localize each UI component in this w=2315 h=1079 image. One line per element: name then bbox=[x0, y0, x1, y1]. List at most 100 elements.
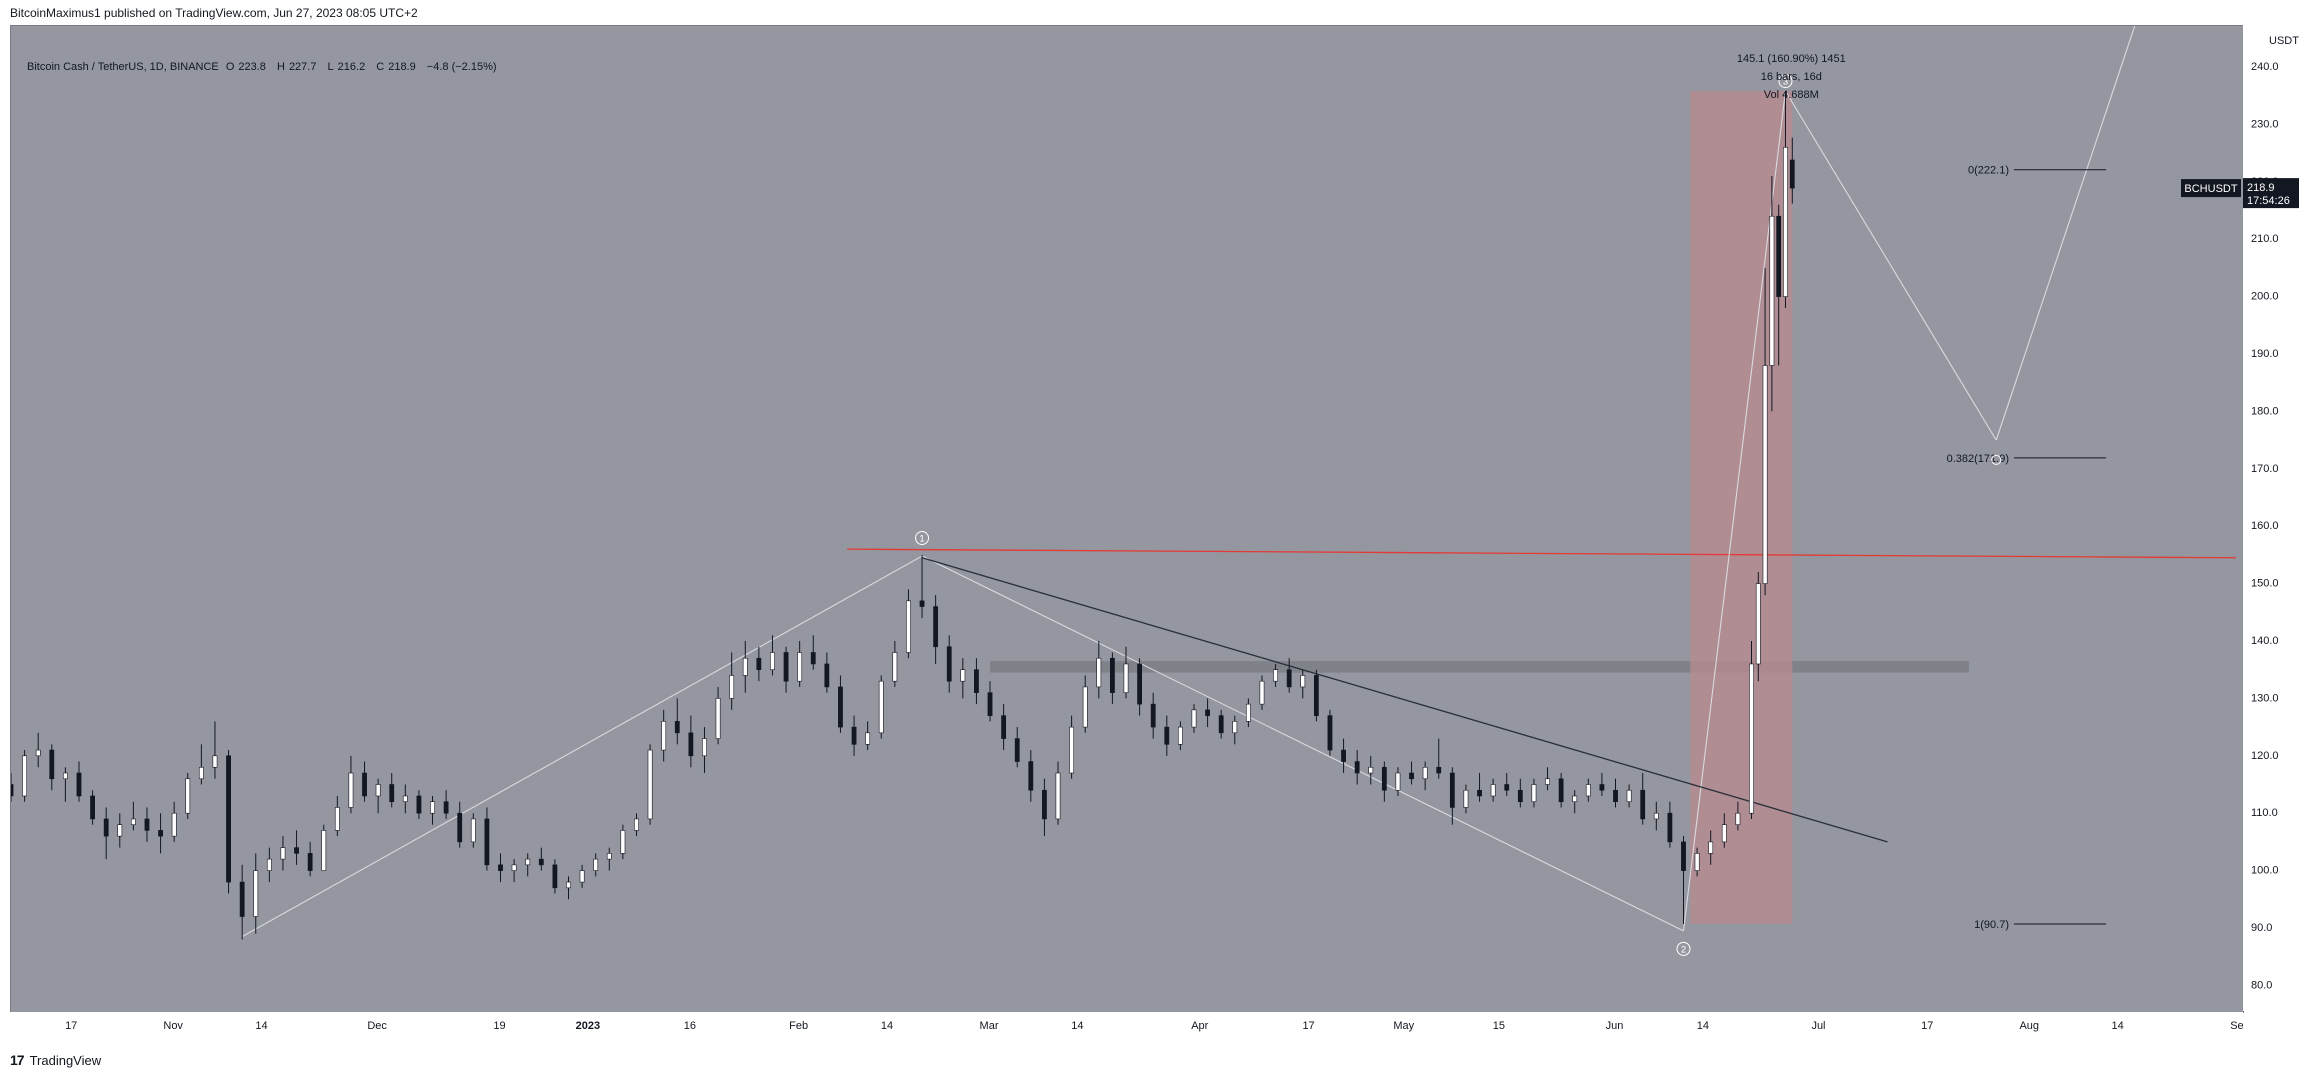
publisher-caption: BitcoinMaximus1 published on TradingView… bbox=[10, 6, 418, 20]
price-tick-label: 200.0 bbox=[2251, 291, 2279, 303]
candle-body bbox=[1762, 365, 1768, 584]
candle-body bbox=[1123, 663, 1129, 693]
time-tick-label: 16 bbox=[684, 1020, 696, 1032]
candle-body bbox=[865, 732, 871, 745]
candle-body bbox=[375, 784, 381, 797]
wave-label: 2 bbox=[1681, 944, 1686, 955]
footer-brand: TradingView bbox=[29, 1052, 102, 1068]
candle-body bbox=[878, 680, 884, 734]
time-tick-label: Dec bbox=[367, 1020, 387, 1032]
candle-body bbox=[538, 858, 544, 866]
time-tick-label: Apr bbox=[1191, 1020, 1208, 1032]
price-tick-label: 210.0 bbox=[2251, 233, 2279, 245]
chart-canvas[interactable]: 0(222.1) 0.382(171.9) 1(90.7) 1 2 3 145.1 (160… bbox=[10, 25, 2244, 1013]
support-band bbox=[990, 661, 1970, 673]
candle-body bbox=[103, 818, 109, 837]
time-tick-label: 17 bbox=[1921, 1020, 1933, 1032]
candle-body bbox=[1572, 795, 1578, 803]
candle-body bbox=[1735, 812, 1741, 825]
time-tick-label: 19 bbox=[493, 1020, 505, 1032]
candle-body bbox=[1789, 159, 1795, 189]
candle-body bbox=[1069, 726, 1075, 774]
candle-body bbox=[1667, 812, 1673, 843]
candle-body bbox=[389, 784, 395, 803]
candle-body bbox=[606, 853, 612, 860]
candle-body bbox=[1422, 766, 1428, 780]
candle-body bbox=[892, 652, 898, 682]
time-tick-label: 14 bbox=[881, 1020, 893, 1032]
candle-body bbox=[1096, 657, 1102, 688]
candle-body bbox=[1449, 772, 1455, 808]
price-tick-label: 150.0 bbox=[2251, 578, 2279, 590]
candle-body bbox=[1776, 215, 1782, 297]
time-tick-label: Mar bbox=[980, 1020, 999, 1032]
candle-body bbox=[62, 772, 68, 780]
time-tick-label: 14 bbox=[1071, 1020, 1083, 1032]
time-tick-label: 14 bbox=[1697, 1020, 1709, 1032]
descending-trendline bbox=[921, 557, 1888, 843]
candle-body bbox=[334, 807, 340, 831]
wave-line bbox=[1785, 90, 1997, 441]
price-tick-label: 160.0 bbox=[2251, 520, 2279, 532]
price-axis-labels: USDT240.0230.0220.0210.0200.0190.0180.01… bbox=[2243, 35, 2299, 991]
candle-body bbox=[402, 795, 408, 803]
symbol-tag-bg bbox=[2181, 179, 2241, 198]
candle-body bbox=[362, 772, 367, 797]
wave-line bbox=[241, 555, 923, 938]
candle-body bbox=[742, 657, 748, 676]
price-tag-bg bbox=[2243, 178, 2299, 209]
candle-body bbox=[1626, 789, 1632, 803]
candle-body bbox=[1164, 726, 1170, 745]
candle-body bbox=[634, 818, 639, 831]
candle-body bbox=[1749, 663, 1754, 814]
time-tick-label: Feb bbox=[789, 1020, 808, 1032]
candle-body bbox=[212, 755, 218, 768]
time-tick-label: Aug bbox=[2019, 1020, 2039, 1032]
candle-body bbox=[593, 858, 599, 871]
candle-body bbox=[1558, 778, 1564, 803]
candle-body bbox=[824, 663, 830, 688]
wave-line bbox=[921, 555, 1684, 932]
candle-body bbox=[987, 692, 993, 716]
candle-body bbox=[1205, 709, 1210, 716]
candle-body bbox=[144, 818, 150, 831]
candle-body bbox=[946, 646, 952, 682]
candle-body bbox=[620, 830, 626, 854]
price-tick-label: 190.0 bbox=[2251, 348, 2279, 360]
time-tick-label: May bbox=[1393, 1020, 1414, 1032]
time-tick-label: 2023 bbox=[576, 1020, 600, 1032]
price-tag-countdown: 17:54:26 bbox=[2247, 195, 2290, 207]
candle-body bbox=[1368, 766, 1374, 774]
candle-body bbox=[171, 812, 177, 837]
candle-body bbox=[348, 772, 354, 808]
measure-info-text: Vol 4.688M bbox=[1764, 89, 1819, 101]
price-axis[interactable]: USDT240.0230.0220.0210.0200.0190.0180.01… bbox=[2243, 25, 2315, 1011]
resistance-line bbox=[847, 548, 2237, 559]
wave-label-circle bbox=[1778, 74, 1793, 89]
price-tick-label: 80.0 bbox=[2251, 979, 2272, 991]
measure-info-text: 16 bars, 16d bbox=[1761, 71, 1822, 83]
high-value: 227.7 bbox=[288, 61, 317, 73]
candle-body bbox=[1245, 703, 1251, 722]
candle-body bbox=[1681, 841, 1686, 871]
price-tick-label: 180.0 bbox=[2251, 405, 2279, 417]
tradingview-footer[interactable]: 17 TradingView bbox=[10, 1052, 101, 1068]
candle-body bbox=[443, 801, 449, 814]
candle-body bbox=[715, 698, 721, 739]
candle-body bbox=[1001, 715, 1007, 739]
candle-body bbox=[525, 858, 531, 866]
candle-body bbox=[1721, 824, 1727, 843]
candle-body bbox=[756, 657, 762, 670]
price-tick-label: 240.0 bbox=[2251, 61, 2279, 73]
time-tick-label: Nov bbox=[163, 1020, 183, 1032]
candle-body bbox=[783, 652, 789, 682]
change-value: −4.8 (−2.15%) bbox=[426, 61, 497, 73]
price-tick-label: 110.0 bbox=[2251, 807, 2278, 819]
fib-level-label: 0(222.1) bbox=[1968, 165, 2009, 177]
candle-body bbox=[1082, 686, 1088, 728]
candle-body bbox=[117, 824, 123, 837]
candle-body bbox=[1755, 583, 1761, 665]
price-tick-label: 120.0 bbox=[2251, 750, 2279, 762]
time-axis[interactable]: 17 Nov 14 Dec 19 2023 16 Feb 14 Mar 14 Apr 17 May 15 Ju… bbox=[10, 1012, 2243, 1038]
